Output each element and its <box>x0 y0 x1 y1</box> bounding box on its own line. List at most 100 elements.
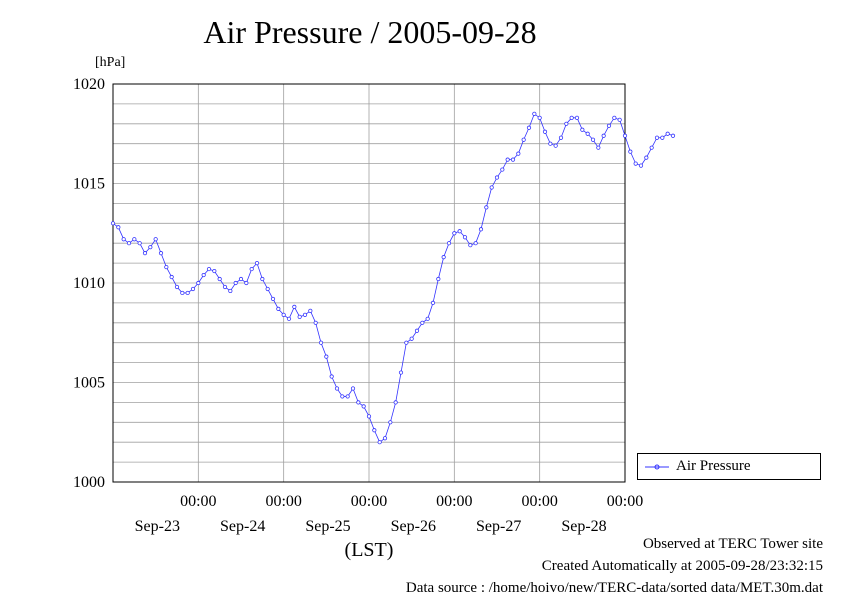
data-point <box>286 316 292 321</box>
data-point <box>601 133 606 138</box>
grid-layer <box>113 84 626 482</box>
data-point <box>142 251 148 256</box>
data-point <box>366 414 372 419</box>
data-point <box>180 290 185 296</box>
data-point <box>158 251 164 256</box>
data-point <box>334 386 340 391</box>
data-point <box>670 133 676 138</box>
data-point <box>350 386 356 391</box>
data-point <box>206 266 212 272</box>
data-point <box>201 272 206 278</box>
data-point <box>281 312 286 317</box>
data-point <box>553 143 558 148</box>
data-point <box>654 135 660 140</box>
x-tick-date: Sep-28 <box>561 518 606 535</box>
data-point <box>137 241 142 246</box>
data-point <box>238 276 244 282</box>
data-point <box>468 243 473 248</box>
data-point <box>660 135 665 140</box>
data-point <box>222 284 228 290</box>
data-point <box>665 131 670 136</box>
data-point <box>153 237 158 242</box>
data-point <box>414 328 420 333</box>
data-point <box>398 370 404 375</box>
data-point <box>462 235 468 240</box>
data-point <box>532 111 537 116</box>
data-point <box>430 300 436 305</box>
data-point <box>276 306 281 311</box>
data-point <box>628 149 633 154</box>
series-layer <box>110 111 676 445</box>
data-point <box>644 155 649 160</box>
data-point <box>457 229 462 234</box>
x-axis-label: (LST) <box>345 539 394 561</box>
chart-title: Air Pressure / 2005-09-28 <box>203 14 537 50</box>
data-point <box>313 320 318 325</box>
footer-created: Created Automatically at 2005-09-28/23:3… <box>541 558 823 574</box>
data-point <box>649 145 654 150</box>
data-point <box>388 420 393 425</box>
data-point <box>132 237 137 242</box>
data-point <box>169 274 174 280</box>
x-tick-time: 00:00 <box>521 493 557 510</box>
data-point <box>116 225 121 230</box>
data-point <box>372 428 377 433</box>
x-tick-time: 00:00 <box>180 493 216 510</box>
plot-frame <box>112 83 626 483</box>
data-point <box>110 221 116 226</box>
data-point <box>148 245 153 250</box>
x-tick-date: Sep-23 <box>135 518 180 535</box>
data-point <box>409 336 414 341</box>
data-point <box>484 205 489 210</box>
data-point <box>596 145 601 150</box>
data-point <box>452 231 457 236</box>
data-point <box>270 296 276 302</box>
data-point <box>318 340 324 345</box>
y-tick-label: 1020 <box>73 76 105 93</box>
data-point <box>622 133 628 138</box>
data-point <box>292 304 297 309</box>
x-tick-date: Sep-27 <box>476 518 521 535</box>
data-point <box>164 264 169 270</box>
data-point <box>574 115 580 120</box>
data-point <box>217 276 222 282</box>
data-point <box>212 268 217 274</box>
y-tick-label: 1010 <box>73 275 105 292</box>
data-point <box>324 354 329 359</box>
legend: Air Pressure <box>637 453 821 480</box>
data-point <box>121 237 126 242</box>
data-point <box>190 286 196 292</box>
data-point <box>612 115 617 120</box>
data-point <box>308 308 313 313</box>
data-point <box>564 121 569 126</box>
data-point <box>185 290 190 296</box>
y-tick-label: 1005 <box>73 375 105 392</box>
data-point <box>590 137 596 142</box>
data-point <box>254 260 260 266</box>
y-tick-label: 1015 <box>73 176 105 193</box>
legend-swatch <box>645 464 669 470</box>
data-point <box>377 440 382 445</box>
data-point <box>420 320 425 325</box>
x-tick-time: 00:00 <box>265 493 301 510</box>
data-point <box>436 276 441 282</box>
legend-label: Air Pressure <box>676 458 751 474</box>
data-point <box>249 266 254 272</box>
data-point <box>425 316 430 321</box>
series-line <box>112 113 674 443</box>
data-point <box>340 394 345 399</box>
data-point <box>361 404 366 409</box>
axis-layer: 1000100510101015102000:00Sep-2300:00Sep-… <box>73 76 643 561</box>
data-point <box>265 286 270 292</box>
data-point <box>473 241 478 246</box>
data-point <box>569 115 574 120</box>
data-point <box>356 400 361 405</box>
data-point <box>126 241 132 246</box>
data-point <box>404 340 409 345</box>
x-tick-time: 00:00 <box>436 493 472 510</box>
data-point <box>382 436 388 441</box>
data-point <box>494 175 500 180</box>
data-point <box>446 241 452 246</box>
data-point <box>489 185 494 190</box>
